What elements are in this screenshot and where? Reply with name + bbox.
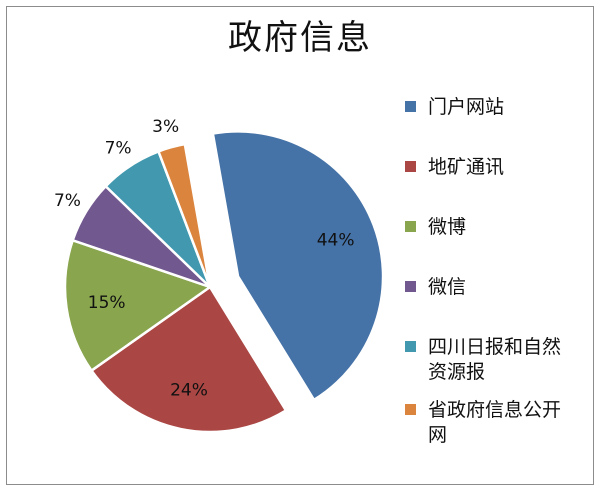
- legend-swatch: [405, 404, 416, 415]
- pie-slice: [156, 142, 212, 288]
- legend-swatch: [405, 161, 416, 172]
- legend-swatch: [405, 341, 416, 352]
- legend-label: 省政府信息公开 网: [428, 399, 562, 446]
- legend-swatch: [405, 281, 416, 292]
- legend-label: 地矿通讯: [428, 156, 505, 178]
- legend-label: 四川日报和自然 资源报: [428, 336, 562, 383]
- pie-slice: [89, 285, 288, 434]
- chart-title: 政府信息: [228, 18, 372, 58]
- pie-slice: [63, 238, 213, 373]
- data-label: 44%: [317, 230, 355, 250]
- data-label: 15%: [88, 293, 126, 313]
- legend-label: 微博: [428, 216, 467, 238]
- legend-swatch: [405, 101, 416, 112]
- data-label: 24%: [170, 380, 208, 400]
- data-label: 7%: [105, 139, 132, 159]
- data-label: 3%: [152, 117, 179, 137]
- legend-swatch: [405, 221, 416, 232]
- legend-label: 门户网站: [428, 96, 505, 118]
- pie-slice: [211, 130, 385, 402]
- legend-label: 微信: [428, 276, 467, 298]
- data-label: 7%: [54, 191, 81, 211]
